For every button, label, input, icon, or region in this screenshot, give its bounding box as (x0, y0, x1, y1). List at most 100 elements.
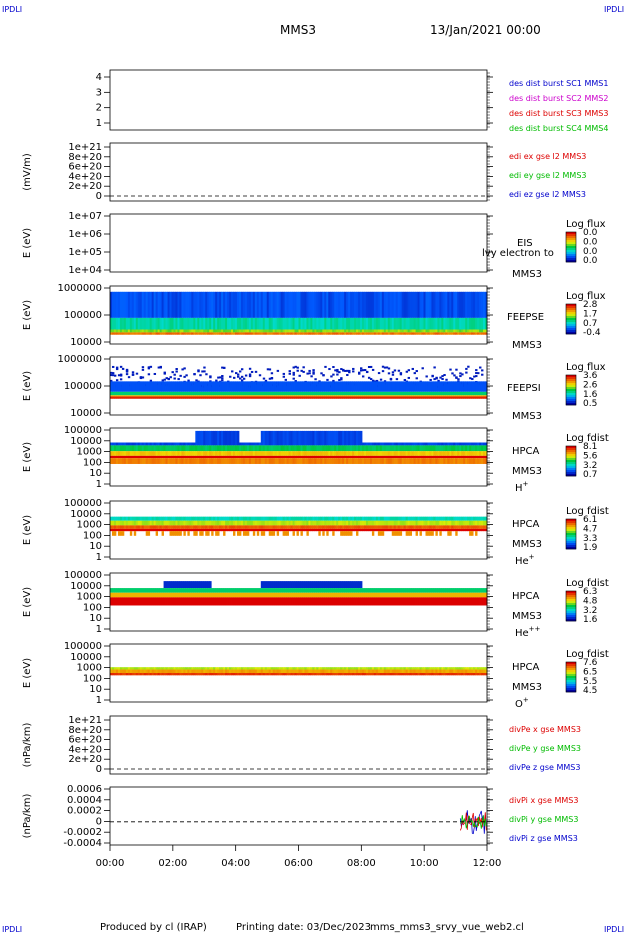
panel-frame (109, 715, 488, 775)
colorbar-tick-label: 2.8 (583, 300, 598, 310)
panel-frame (109, 213, 488, 273)
spectrogram-hpca_o (110, 667, 488, 676)
legend-entry: divPe y gse MMS3 (509, 744, 581, 753)
y-tick-label: 100000 (64, 570, 102, 581)
colorbar-tick-label: 4.7 (583, 524, 597, 534)
legend-entry: divPi z gse MMS3 (509, 834, 578, 843)
instrument-label: HPCA (512, 446, 540, 457)
x-tick-label: 12:00 (473, 858, 502, 869)
colorbar-tick-label: 2.6 (583, 380, 598, 390)
legend-entry: divPi x gse MMS3 (509, 796, 578, 805)
x-tick-label: 08:00 (347, 858, 376, 869)
colorbar-title: Log fdist (566, 649, 609, 660)
y-tick-label: 10000 (70, 652, 102, 663)
colorbar-tick-label: 6.3 (583, 587, 597, 597)
divpi-traces (459, 810, 487, 835)
y-tick-label: 1000000 (57, 283, 102, 294)
y-axis-label: E (eV) (22, 658, 33, 688)
instrument-label: HPCA (512, 662, 540, 673)
colorbar-tick-label: 0.0 (583, 237, 598, 247)
y-tick-label: 4e+20 (68, 744, 102, 755)
y-tick-label: 4 (96, 72, 102, 83)
y-tick-label: 2e+20 (68, 754, 102, 765)
legend-entry: divPe x gse MMS3 (509, 725, 581, 734)
spectrogram-feepsi (110, 365, 488, 399)
colorbar-tick-label: 5.6 (583, 451, 598, 461)
corner-label-top-left: IPDLI (2, 5, 22, 14)
spacecraft-label: MMS3 (512, 682, 542, 693)
y-tick-label: 6e+20 (68, 162, 102, 173)
spacecraft-label: MMS3 (512, 466, 542, 477)
y-tick-label: -0.0004 (63, 838, 102, 849)
colorbar-tick-label: 0.0 (583, 247, 598, 257)
legend-entry: edi ey gse l2 MMS3 (509, 171, 587, 180)
legend-entry: des dist burst SC2 MMS2 (509, 94, 608, 103)
instrument-label: HPCA (512, 519, 540, 530)
y-tick-label: 1 (96, 695, 102, 706)
instrument-label: FEEPSI (507, 383, 541, 394)
species-charge: + (529, 553, 535, 561)
panels: 4 3 2 1 des dist burst SC1 MMS1 des dist burs… (22, 69, 609, 849)
y-tick-label: 1e+06 (68, 229, 102, 240)
spectrogram-hpca_he2 (110, 581, 488, 606)
y-tick-label: 1000 (77, 663, 102, 674)
species-charge: + (523, 480, 529, 488)
panel-frame (109, 69, 488, 131)
y-tick-label: 100 (83, 673, 102, 684)
corner-label-bottom-right: IPDLI (604, 925, 624, 934)
panel-frame (109, 142, 488, 202)
y-tick-label: 100000 (64, 498, 102, 509)
time-axis: 00:00 02:00 04:00 06:00 08:00 10:00 12:00 (96, 845, 502, 869)
y-tick-label: 8e+20 (68, 725, 102, 736)
colorbar-tick-label: 6.1 (583, 515, 597, 525)
y-tick-label: 0.0004 (67, 795, 102, 806)
footer-printing-date: Printing date: 03/Dec/2023 (236, 922, 371, 933)
y-axis-label: (mV/m) (22, 153, 33, 191)
y-axis-label: E (eV) (22, 515, 33, 545)
instrument-label: FEEPSE (507, 312, 544, 323)
y-tick-label: 2 (96, 103, 102, 114)
legend-entry: edi ex gse l2 MMS3 (509, 152, 586, 161)
y-tick-label: 100 (83, 530, 102, 541)
legend-entry: des dist burst SC3 MMS3 (509, 109, 608, 118)
trace-line (460, 815, 487, 829)
legend-entry: des dist burst SC4 MMS4 (509, 124, 608, 133)
x-tick-label: 10:00 (410, 858, 439, 869)
y-tick-label: 3 (96, 87, 102, 98)
x-tick-label: 06:00 (284, 858, 313, 869)
y-axis-label: E (eV) (22, 442, 33, 472)
spacecraft-label: MMS3 (512, 340, 542, 351)
colorbar-tick-label: 0.0 (583, 228, 598, 238)
y-tick-label: 100 (83, 602, 102, 613)
colorbar-title: Log fdist (566, 578, 609, 589)
species-label: O+ (515, 696, 529, 710)
y-tick-label: 100000 (64, 425, 102, 436)
panel-frame (109, 572, 488, 632)
panel-frame (109, 500, 488, 560)
panel-frame (109, 786, 488, 846)
y-tick-label: 1 (96, 624, 102, 635)
colorbar-tick-label: 3.6 (583, 371, 598, 381)
panel-hpca_o: Log fdist7.66.55.54.5HPCAMMS3O+100000100… (22, 641, 609, 710)
y-tick-label: 1 (96, 118, 102, 129)
y-tick-label: 1 (96, 479, 102, 490)
y-axis-label: (nPa/km) (22, 794, 33, 839)
panel-hpca_he2: Log fdist6.34.83.21.6HPCAMMS3He++1000001… (22, 570, 609, 639)
y-tick-label: 100000 (64, 641, 102, 652)
y-tick-label: 10000 (70, 436, 102, 447)
y-tick-label: 1e+05 (68, 247, 102, 258)
spacecraft-label: MMS3 (512, 539, 542, 550)
spectrogram-hpca_h (110, 430, 488, 464)
spectrogram-feepse (110, 291, 488, 335)
legend-entry: des dist burst SC1 MMS1 (509, 79, 608, 88)
instrument-label: EIS (517, 238, 533, 249)
y-axis-label: (nPa/km) (22, 723, 33, 768)
